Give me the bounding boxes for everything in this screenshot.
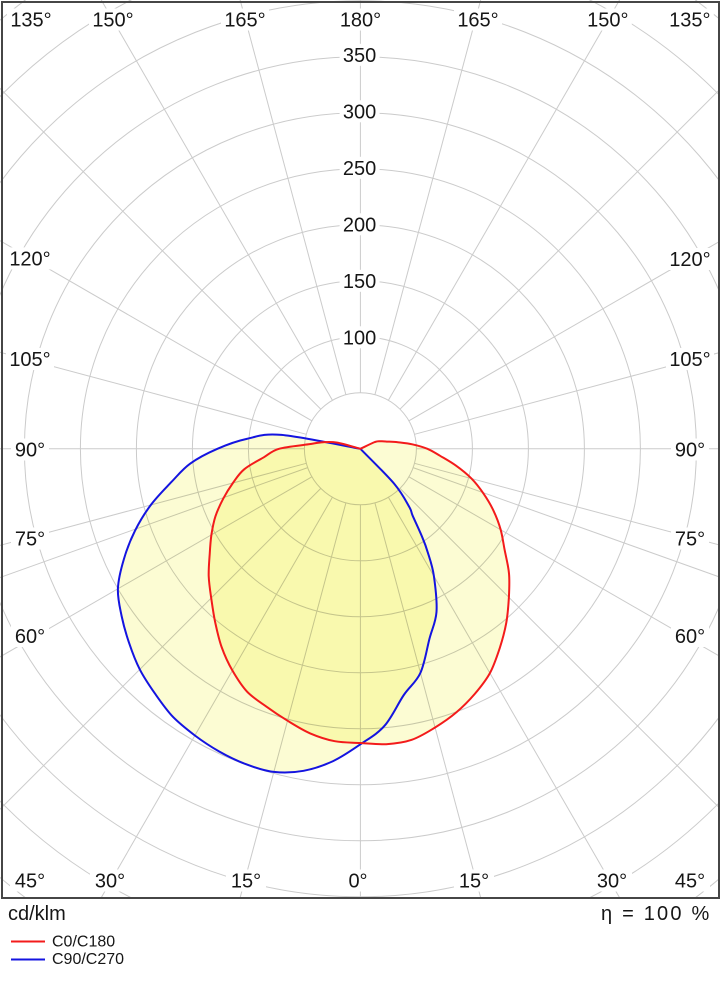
svg-text:0°: 0° bbox=[348, 871, 367, 893]
svg-text:165°: 165° bbox=[457, 10, 498, 32]
svg-text:60°: 60° bbox=[675, 626, 705, 648]
svg-text:90°: 90° bbox=[15, 440, 45, 462]
svg-text:300: 300 bbox=[343, 101, 376, 123]
svg-text:150: 150 bbox=[343, 271, 376, 293]
svg-text:100: 100 bbox=[343, 327, 376, 349]
svg-text:30°: 30° bbox=[597, 871, 627, 893]
svg-text:C90/C270: C90/C270 bbox=[52, 951, 124, 968]
svg-text:105°: 105° bbox=[669, 349, 710, 371]
svg-text:75°: 75° bbox=[675, 529, 705, 551]
svg-text:15°: 15° bbox=[231, 871, 261, 893]
svg-text:135°: 135° bbox=[669, 10, 710, 32]
svg-text:180°: 180° bbox=[340, 10, 381, 32]
svg-text:120°: 120° bbox=[9, 248, 50, 270]
svg-text:75°: 75° bbox=[15, 529, 45, 551]
svg-text:C0/C180: C0/C180 bbox=[52, 934, 115, 951]
svg-text:120°: 120° bbox=[669, 249, 710, 271]
svg-text:250: 250 bbox=[343, 158, 376, 180]
svg-text:45°: 45° bbox=[675, 871, 705, 893]
svg-text:105°: 105° bbox=[9, 349, 50, 371]
svg-text:150°: 150° bbox=[587, 10, 628, 32]
svg-text:165°: 165° bbox=[224, 10, 265, 32]
svg-text:200: 200 bbox=[343, 214, 376, 236]
svg-text:45°: 45° bbox=[15, 871, 45, 893]
svg-text:60°: 60° bbox=[15, 626, 45, 648]
svg-text:350: 350 bbox=[343, 45, 376, 67]
svg-text:90°: 90° bbox=[675, 440, 705, 462]
svg-text:15°: 15° bbox=[459, 871, 489, 893]
svg-text:η = 100 %: η = 100 % bbox=[601, 903, 711, 925]
svg-text:cd/klm: cd/klm bbox=[8, 903, 66, 925]
svg-text:135°: 135° bbox=[10, 10, 51, 32]
svg-text:30°: 30° bbox=[95, 871, 125, 893]
svg-text:150°: 150° bbox=[92, 10, 133, 32]
